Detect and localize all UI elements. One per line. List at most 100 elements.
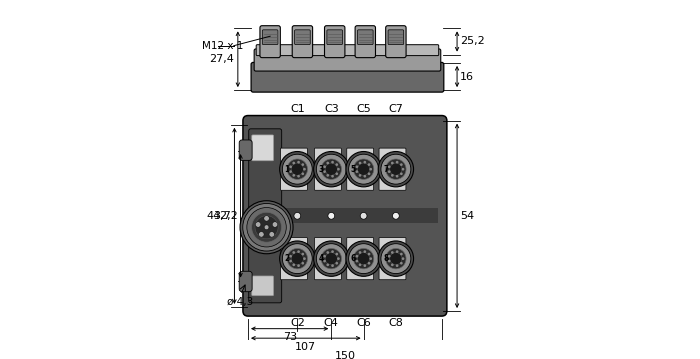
Bar <box>281 208 438 223</box>
Circle shape <box>349 154 379 184</box>
Circle shape <box>335 163 338 166</box>
Circle shape <box>287 248 307 269</box>
Circle shape <box>240 201 293 254</box>
Circle shape <box>356 165 358 168</box>
Text: 6: 6 <box>351 254 356 263</box>
FancyBboxPatch shape <box>239 271 252 292</box>
Circle shape <box>391 174 393 177</box>
Circle shape <box>302 163 304 166</box>
Circle shape <box>298 161 300 163</box>
Circle shape <box>323 170 326 173</box>
Text: C7: C7 <box>389 104 403 114</box>
FancyBboxPatch shape <box>281 148 307 190</box>
Text: 25,2: 25,2 <box>460 37 484 47</box>
Circle shape <box>358 163 370 175</box>
Circle shape <box>331 250 334 253</box>
Circle shape <box>378 241 414 276</box>
Text: 1: 1 <box>285 165 290 174</box>
FancyBboxPatch shape <box>239 140 252 160</box>
Text: 32,2: 32,2 <box>213 211 238 221</box>
FancyBboxPatch shape <box>252 135 274 161</box>
Circle shape <box>370 168 372 171</box>
FancyBboxPatch shape <box>254 49 441 71</box>
Circle shape <box>282 154 312 184</box>
FancyBboxPatch shape <box>388 30 404 45</box>
Circle shape <box>388 260 391 262</box>
Circle shape <box>400 262 402 265</box>
Circle shape <box>326 162 329 164</box>
Circle shape <box>380 172 384 176</box>
Circle shape <box>316 252 320 256</box>
Circle shape <box>298 264 300 267</box>
Circle shape <box>386 159 406 180</box>
Circle shape <box>279 241 315 276</box>
Circle shape <box>331 175 334 178</box>
Circle shape <box>326 251 329 254</box>
Circle shape <box>272 222 278 227</box>
Circle shape <box>349 244 379 274</box>
Text: M12 x 1: M12 x 1 <box>202 41 244 51</box>
Text: 3: 3 <box>318 165 324 174</box>
Circle shape <box>395 250 398 253</box>
FancyBboxPatch shape <box>358 30 373 45</box>
Text: 7: 7 <box>383 165 389 174</box>
Circle shape <box>358 251 361 254</box>
Circle shape <box>335 262 338 265</box>
Circle shape <box>289 165 292 168</box>
FancyBboxPatch shape <box>292 26 313 58</box>
Circle shape <box>326 252 337 265</box>
FancyBboxPatch shape <box>252 276 274 296</box>
FancyBboxPatch shape <box>295 30 310 45</box>
Circle shape <box>314 241 349 276</box>
Text: 27,4: 27,4 <box>209 54 234 64</box>
Text: C2: C2 <box>290 318 304 328</box>
Circle shape <box>302 172 304 175</box>
Circle shape <box>294 213 301 219</box>
Circle shape <box>360 213 367 219</box>
Circle shape <box>395 264 398 267</box>
FancyBboxPatch shape <box>251 62 444 92</box>
Text: 5: 5 <box>351 165 356 174</box>
FancyBboxPatch shape <box>346 148 374 190</box>
Circle shape <box>363 161 366 163</box>
Circle shape <box>314 151 349 187</box>
Circle shape <box>269 232 274 237</box>
Circle shape <box>247 208 286 247</box>
Circle shape <box>298 250 300 253</box>
Circle shape <box>354 248 374 269</box>
Circle shape <box>264 216 270 221</box>
Circle shape <box>251 212 281 242</box>
FancyBboxPatch shape <box>243 116 447 316</box>
FancyBboxPatch shape <box>281 238 307 280</box>
Circle shape <box>302 253 304 255</box>
Circle shape <box>264 225 269 230</box>
Circle shape <box>289 170 292 173</box>
Circle shape <box>316 172 320 176</box>
Circle shape <box>358 174 361 177</box>
Circle shape <box>287 159 307 180</box>
Circle shape <box>303 257 306 260</box>
Circle shape <box>293 264 295 266</box>
Circle shape <box>363 250 366 253</box>
Circle shape <box>388 170 391 173</box>
Circle shape <box>354 159 374 180</box>
Circle shape <box>380 162 384 166</box>
FancyBboxPatch shape <box>325 26 345 58</box>
Text: C1: C1 <box>290 104 304 114</box>
Circle shape <box>335 172 338 175</box>
Circle shape <box>321 159 342 180</box>
Text: 54: 54 <box>461 211 475 221</box>
Circle shape <box>282 252 286 256</box>
FancyBboxPatch shape <box>379 148 406 190</box>
Circle shape <box>323 165 326 168</box>
Circle shape <box>400 163 402 166</box>
Circle shape <box>400 253 402 255</box>
Circle shape <box>282 162 286 166</box>
Circle shape <box>390 252 402 265</box>
FancyBboxPatch shape <box>379 238 406 280</box>
Circle shape <box>370 257 372 260</box>
Circle shape <box>291 252 303 265</box>
Circle shape <box>282 262 286 266</box>
Circle shape <box>258 232 264 237</box>
Text: C6: C6 <box>356 318 371 328</box>
